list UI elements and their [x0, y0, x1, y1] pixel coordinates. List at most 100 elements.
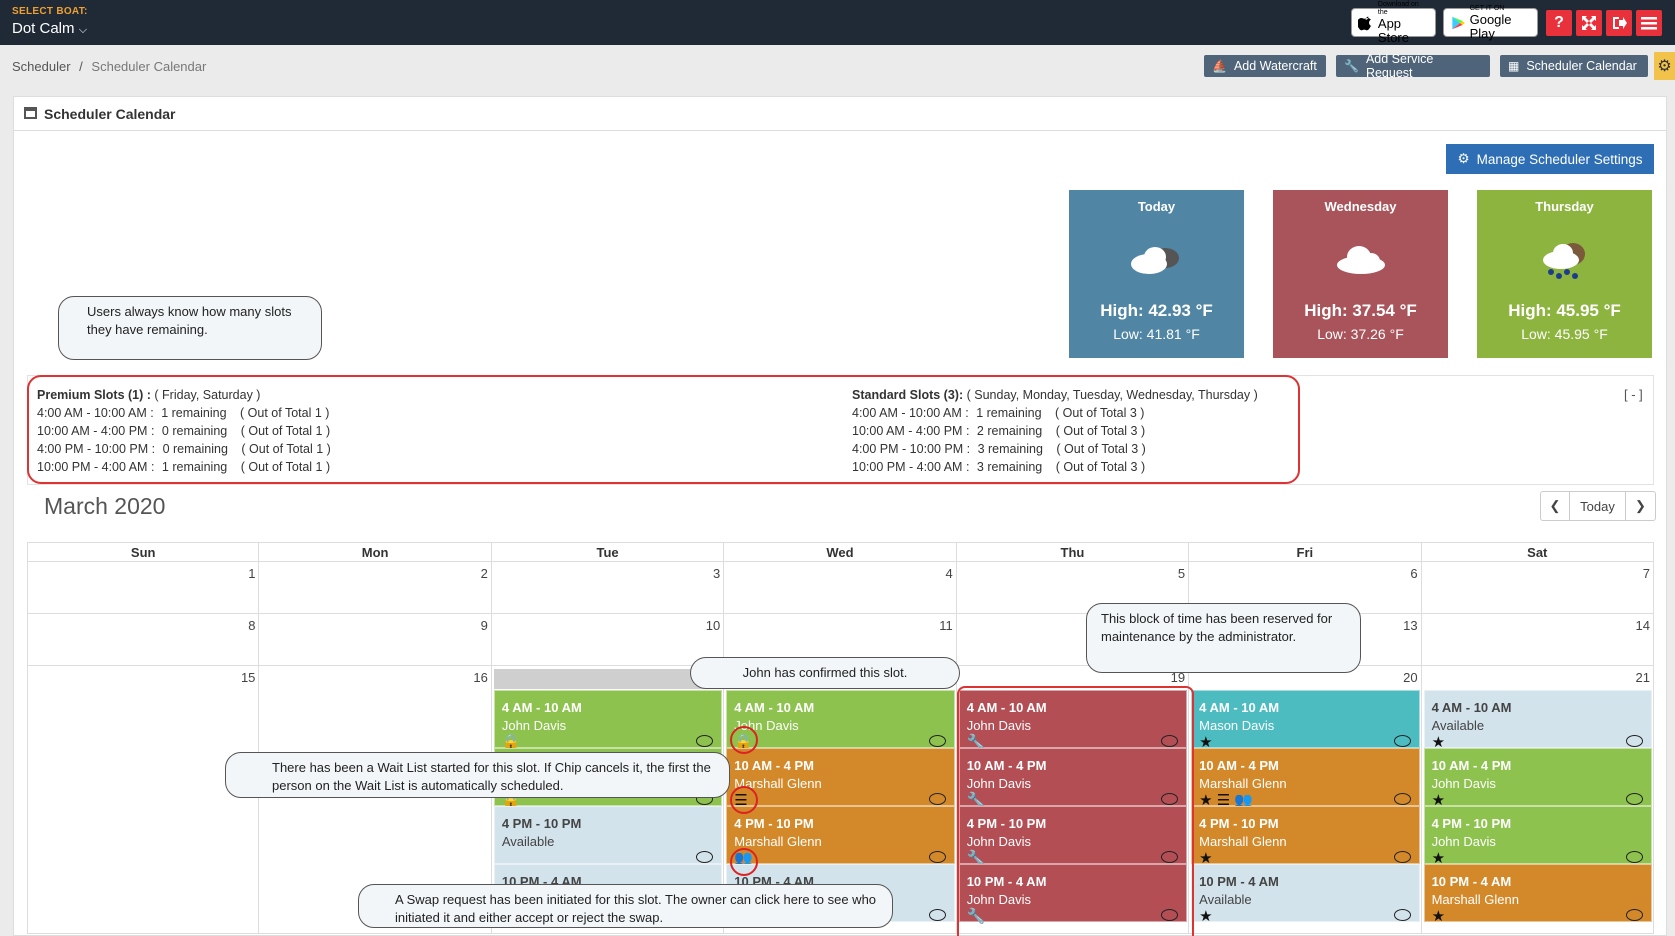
event-slot[interactable]: 4 AM - 10 AM John Davis 🔧: [958, 690, 1188, 751]
comment-icon[interactable]: [928, 851, 946, 863]
day-cell[interactable]: 7: [1421, 562, 1654, 614]
comment-icon[interactable]: [1393, 793, 1411, 805]
comment-icon[interactable]: [1393, 851, 1411, 863]
wrench-icon[interactable]: 🔧: [966, 792, 986, 809]
manage-scheduler-settings-button[interactable]: ⚙ Manage Scheduler Settings: [1446, 144, 1654, 174]
comment-icon[interactable]: [1625, 793, 1643, 805]
add-service-label: Add Service Request: [1365, 52, 1434, 80]
event-slot[interactable]: 4 AM - 10 AM John Davis 🔒: [493, 690, 723, 751]
event-slot[interactable]: 4 PM - 10 PM Marshall Glenn ★: [1191, 806, 1420, 867]
event-slot[interactable]: 10 AM - 4 PM Marshall Glenn ☰: [726, 748, 955, 809]
event-slot[interactable]: 10 AM - 4 PM John Davis ★: [1423, 748, 1652, 809]
comment-icon[interactable]: [928, 909, 946, 921]
weather-day: Wednesday: [1324, 199, 1397, 214]
day-cell[interactable]: 8: [27, 614, 260, 666]
event-slot[interactable]: 10 AM - 4 PM Marshall Glenn ★ ☰ 👥: [1191, 748, 1420, 809]
day-cell[interactable]: 2: [259, 562, 492, 614]
event-slot[interactable]: 4 AM - 10 AM Available ★: [1423, 690, 1652, 751]
comment-icon[interactable]: [928, 735, 946, 747]
comment-icon[interactable]: [928, 793, 946, 805]
comment-icon[interactable]: [1161, 909, 1179, 921]
scheduler-calendar-button[interactable]: ▦ Scheduler Calendar: [1500, 55, 1648, 77]
settings-gear-icon[interactable]: ⚙: [1654, 52, 1675, 80]
comment-icon[interactable]: [1625, 735, 1643, 747]
premium-days: ( Friday, Saturday ): [154, 388, 261, 402]
wrench-icon[interactable]: 🔧: [966, 850, 986, 867]
day-cell[interactable]: 3: [491, 562, 725, 614]
day-cell[interactable]: 5: [956, 562, 1190, 614]
help-icon[interactable]: ?: [1546, 10, 1572, 36]
star-icon[interactable]: ★: [1431, 734, 1446, 751]
event-slot[interactable]: 4 AM - 10 AM John Davis 🔒: [726, 690, 955, 751]
next-month-button[interactable]: ❯: [1626, 492, 1655, 520]
event-slot[interactable]: 4 AM - 10 AM Mason Davis ★: [1191, 690, 1420, 751]
event-slot[interactable]: 4 PM - 10 PM Marshall Glenn 👥: [726, 806, 955, 867]
event-name: Mason Davis: [1199, 718, 1275, 733]
event-slot[interactable]: 4 PM - 10 PM John Davis 🔧: [958, 806, 1188, 867]
event-slot[interactable]: 10 AM - 4 PM John Davis 🔧: [958, 748, 1188, 809]
event-time: 10 AM - 4 PM: [734, 758, 814, 773]
day-number: 9: [480, 618, 488, 633]
today-button[interactable]: Today: [1570, 492, 1626, 520]
comment-icon[interactable]: [1625, 851, 1643, 863]
premium-row: 10:00 PM - 4:00 AM : 1 remaining ( Out o…: [37, 460, 331, 474]
wrench-icon[interactable]: 🔧: [966, 734, 986, 751]
comment-icon[interactable]: [1161, 793, 1179, 805]
wrench-icon[interactable]: 🔧: [966, 908, 986, 925]
menu-icon[interactable]: [1636, 10, 1662, 36]
day-header-sat: Sat: [1421, 542, 1654, 562]
day-number: 8: [248, 618, 256, 633]
event-slot[interactable]: 10 PM - 4 AM Available ★: [1191, 864, 1420, 925]
collapse-toggle[interactable]: [ - ]: [1624, 387, 1643, 402]
day-cell[interactable]: 15: [27, 666, 260, 934]
star-icon[interactable]: ★: [1431, 850, 1446, 867]
event-slot[interactable]: 4 PM - 10 PM John Davis ★: [1423, 806, 1652, 867]
boat-selector[interactable]: Dot Calm ⌵: [12, 20, 87, 37]
google-play-button[interactable]: GET IT ON Google Play: [1443, 5, 1538, 40]
star-icon[interactable]: ★: [1199, 850, 1213, 867]
day-header-mon: Mon: [259, 542, 492, 562]
add-watercraft-button[interactable]: ⛵ Add Watercraft: [1204, 55, 1326, 77]
comment-icon[interactable]: [1161, 851, 1179, 863]
event-name: Marshall Glenn: [1199, 834, 1287, 849]
app-store-button[interactable]: Download on the App Store: [1351, 1, 1436, 44]
event-name: Marshall Glenn: [734, 834, 822, 849]
standard-days: ( Sunday, Monday, Tuesday, Wednesday, Th…: [966, 388, 1258, 402]
comment-icon[interactable]: [696, 735, 714, 747]
day-cell[interactable]: 10: [491, 614, 725, 666]
add-service-request-button[interactable]: 🔧 Add Service Request: [1336, 52, 1490, 80]
comment-icon[interactable]: [696, 851, 714, 863]
event-time: 4 AM - 10 AM: [734, 700, 815, 715]
breadcrumb-scheduler[interactable]: Scheduler: [12, 59, 71, 74]
star-icon[interactable]: ★: [1199, 734, 1213, 751]
event-name: John Davis: [966, 776, 1032, 791]
star-icon[interactable]: ★: [1431, 792, 1446, 809]
event-time: 4 PM - 10 PM: [1431, 816, 1512, 831]
day-cell[interactable]: 9: [259, 614, 492, 666]
comment-icon[interactable]: [1393, 735, 1411, 747]
star-list-users-icon[interactable]: ★ ☰ 👥: [1199, 792, 1254, 809]
event-slot[interactable]: 10 PM - 4 AM Marshall Glenn ★: [1423, 864, 1652, 925]
logout-icon[interactable]: [1606, 10, 1632, 36]
weather-high: High: 37.54 °F: [1304, 301, 1417, 320]
event-name: Marshall Glenn: [734, 776, 822, 791]
event-name: John Davis: [966, 718, 1032, 733]
lock-icon[interactable]: 🔒: [501, 734, 521, 751]
premium-title: Premium Slots (1) :: [37, 388, 151, 402]
comment-icon[interactable]: [1161, 735, 1179, 747]
star-icon[interactable]: ★: [1431, 908, 1446, 925]
day-cell[interactable]: 14: [1421, 614, 1654, 666]
top-bar: SELECT BOAT: Dot Calm ⌵ Download on the A…: [0, 0, 1675, 45]
manage-settings-label: Manage Scheduler Settings: [1476, 151, 1643, 167]
fullscreen-icon[interactable]: [1576, 10, 1602, 36]
day-cell[interactable]: 1: [27, 562, 260, 614]
comment-icon[interactable]: [1625, 909, 1643, 921]
prev-month-button[interactable]: ❮: [1541, 492, 1570, 520]
star-icon[interactable]: ★: [1199, 908, 1213, 925]
day-cell[interactable]: 4: [724, 562, 957, 614]
day-number: 4: [945, 566, 953, 581]
event-slot[interactable]: 4 PM - 10 PM Available: [493, 806, 723, 864]
day-number: 6: [1410, 566, 1418, 581]
comment-icon[interactable]: [1393, 909, 1411, 921]
event-slot[interactable]: 10 PM - 4 AM John Davis 🔧: [958, 864, 1188, 925]
